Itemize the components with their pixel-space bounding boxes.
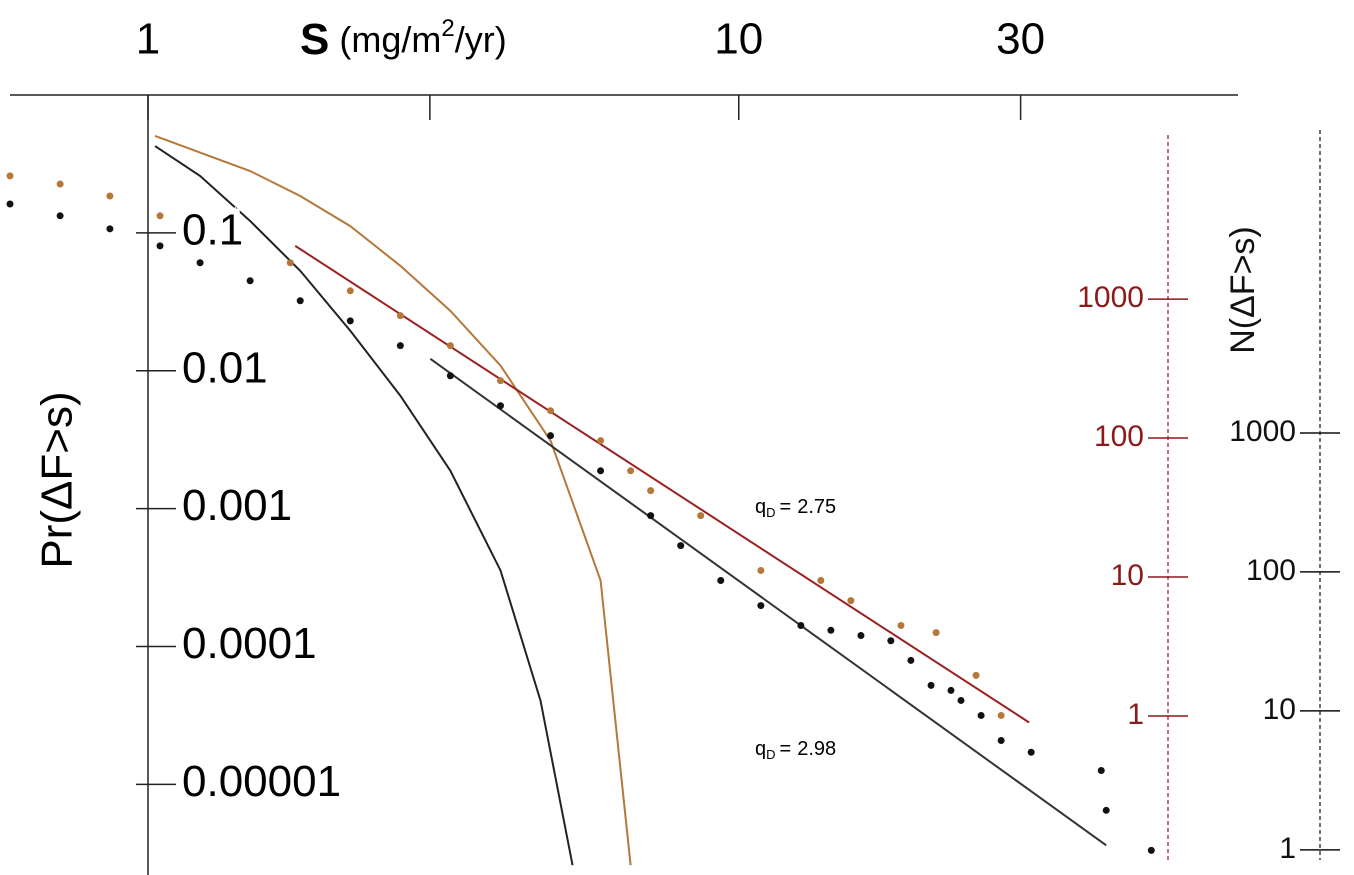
right-tick-label: 1000 xyxy=(1077,281,1144,314)
data-point xyxy=(817,576,825,584)
fit-line xyxy=(154,145,574,866)
data-point xyxy=(106,225,114,233)
data-point xyxy=(717,576,725,584)
data-point xyxy=(446,342,454,350)
data-point xyxy=(627,467,635,475)
data-point xyxy=(972,671,980,679)
data-point xyxy=(647,487,655,495)
x-tick-label: 30 xyxy=(996,15,1045,64)
right-axis-label: N(ΔF>s) xyxy=(1224,226,1262,354)
data-point xyxy=(857,632,865,640)
fit-line xyxy=(154,134,632,866)
annotation-value: 2.75 xyxy=(797,496,836,518)
data-point xyxy=(286,259,294,267)
right-tick-label: 1000 xyxy=(1229,415,1296,448)
data-point xyxy=(797,621,805,629)
data-point xyxy=(497,377,505,385)
data-point xyxy=(997,736,1005,744)
data-point xyxy=(547,407,555,415)
x-tick-label: 1 xyxy=(136,15,160,64)
data-point xyxy=(547,432,555,440)
annotation-subscript: D xyxy=(766,747,775,762)
data-point xyxy=(677,542,685,550)
y-axis-label: Pr(ΔF>s) xyxy=(33,391,82,568)
data-point xyxy=(156,242,164,250)
right-tick-label: 100 xyxy=(1094,420,1144,453)
data-point xyxy=(977,711,985,719)
data-point xyxy=(947,686,955,694)
annotation-equals: = xyxy=(780,496,792,518)
x-label-symbol: S xyxy=(300,15,329,64)
fit-line xyxy=(429,358,1107,847)
data-point xyxy=(757,602,765,610)
data-point xyxy=(847,597,855,605)
x-label-unit: (mg/m xyxy=(339,19,441,60)
data-point xyxy=(1027,748,1035,756)
annotation-symbol: q xyxy=(755,496,766,518)
right-tick-label: 100 xyxy=(1246,554,1296,587)
data-point xyxy=(997,711,1005,719)
data-point xyxy=(396,342,404,350)
data-point xyxy=(56,180,64,188)
data-point xyxy=(296,297,304,305)
data-point xyxy=(932,629,940,637)
annotation-value: 2.98 xyxy=(797,738,836,760)
data-point xyxy=(957,696,965,704)
y-tick-label: 0.00001 xyxy=(182,757,341,806)
annotation: qD = 2.75 xyxy=(755,496,836,520)
data-point xyxy=(1147,846,1155,854)
data-point xyxy=(697,512,705,520)
annotation-subscript: D xyxy=(766,505,775,520)
y-tick-label: 0.1 xyxy=(182,205,243,254)
data-point xyxy=(497,402,505,410)
right-tick-label: 1 xyxy=(1279,832,1296,865)
annotation-symbol: q xyxy=(755,738,766,760)
data-point xyxy=(907,656,915,664)
data-point xyxy=(156,212,164,220)
x-tick-label: 10 xyxy=(714,15,763,64)
y-tick-label: 0.01 xyxy=(182,343,268,392)
y-tick-label: 0.0001 xyxy=(182,619,317,668)
data-point xyxy=(6,172,14,180)
data-point xyxy=(106,192,114,200)
data-point xyxy=(897,621,905,629)
x-label-sup: 2 xyxy=(441,15,454,42)
data-point xyxy=(246,277,254,285)
data-point xyxy=(757,566,765,574)
data-point xyxy=(1102,806,1110,814)
data-point xyxy=(827,626,835,634)
data-point xyxy=(346,287,354,295)
data-point xyxy=(196,259,204,267)
data-point xyxy=(647,512,655,520)
y-tick-label: 0.001 xyxy=(182,481,292,530)
data-point xyxy=(396,312,404,320)
data-point xyxy=(56,212,64,220)
right-tick-label: 10 xyxy=(1263,693,1296,726)
right-tick-label: 1 xyxy=(1127,698,1144,731)
x-axis-label: S (mg/m2/yr) xyxy=(300,15,507,64)
data-point xyxy=(6,200,14,208)
data-point xyxy=(597,467,605,475)
data-point xyxy=(346,317,354,325)
annotation: qD = 2.98 xyxy=(755,738,836,762)
fit-line xyxy=(294,245,1030,724)
data-point xyxy=(887,637,895,645)
right-tick-label: 10 xyxy=(1111,559,1144,592)
x-label-unit: /yr) xyxy=(455,19,507,60)
annotation-equals: = xyxy=(780,738,792,760)
data-point xyxy=(597,437,605,445)
data-point xyxy=(1097,767,1105,775)
data-point xyxy=(446,372,454,380)
data-point xyxy=(927,681,935,689)
